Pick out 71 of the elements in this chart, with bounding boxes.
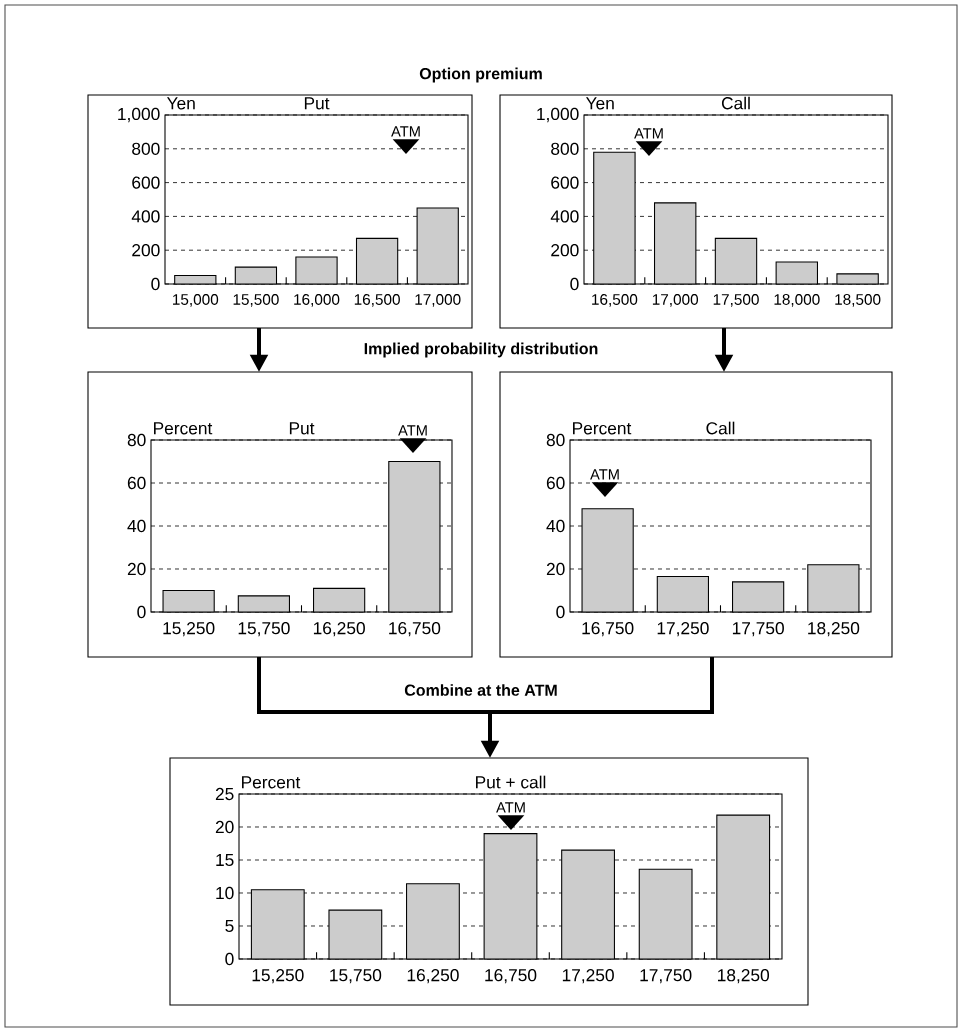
y-tick-label: 1,000 — [537, 107, 579, 123]
x-tick-label: 15,750 — [330, 969, 382, 984]
x-tick-label: 18,250 — [808, 622, 860, 637]
y-axis-title: Percent — [154, 422, 213, 435]
x-tick-label: 15,250 — [163, 622, 215, 637]
x-tick-label: 17,750 — [732, 622, 784, 637]
y-axis-title: Percent — [242, 776, 301, 789]
y-tick-label: 600 — [551, 176, 579, 189]
x-tick-label: 17,250 — [657, 622, 709, 637]
x-tick-label: 17,750 — [640, 969, 692, 984]
x-tick-label: 16,500 — [592, 294, 638, 307]
y-tick-label: 40 — [546, 519, 565, 533]
text: Implied probability distribution — [364, 342, 598, 358]
annotation: ATM — [634, 128, 663, 139]
y-tick-label: 10 — [216, 886, 234, 900]
y-tick-label: 20 — [546, 562, 565, 576]
annotation: ATM — [590, 469, 619, 480]
chart-title: Call — [721, 96, 750, 110]
y-tick-label: 20 — [127, 562, 146, 576]
x-tick-label: 18,250 — [718, 969, 770, 984]
x-tick-label: 17,000 — [652, 294, 699, 307]
chart-title: Call — [706, 421, 735, 435]
annotation: ATM — [496, 802, 525, 813]
x-tick-label: 16,500 — [354, 294, 400, 307]
y-tick-label: 15 — [216, 853, 234, 867]
y-tick-label: 20 — [215, 820, 234, 834]
y-axis-title: Yen — [585, 97, 614, 110]
x-tick-label: 15,750 — [238, 622, 290, 637]
x-tick-label: 16,250 — [407, 969, 459, 984]
x-tick-label: 17,250 — [562, 969, 614, 984]
y-tick-label: 0 — [556, 605, 565, 619]
chart-title: Put + call — [476, 775, 546, 789]
text: Combine at the ATM — [404, 684, 557, 696]
y-tick-label: 25 — [215, 787, 234, 801]
x-tick-label: 16,000 — [294, 294, 340, 307]
x-tick-label: 18,500 — [835, 294, 881, 307]
y-tick-label: 0 — [137, 605, 146, 619]
y-tick-label: 600 — [132, 176, 160, 189]
y-axis-title: Yen — [166, 97, 195, 110]
x-tick-label: 15,500 — [233, 294, 279, 307]
chart-title: Put — [289, 422, 315, 435]
x-tick-label: 16,750 — [485, 969, 537, 984]
y-tick-label: 0 — [570, 277, 579, 291]
x-tick-label: 18,000 — [774, 294, 820, 307]
y-tick-label: 60 — [546, 476, 565, 490]
y-tick-label: 800 — [551, 142, 579, 155]
y-tick-label: 80 — [546, 433, 565, 447]
x-tick-label: 16,250 — [313, 622, 365, 637]
y-tick-label: 0 — [151, 277, 160, 291]
y-tick-label: 60 — [127, 476, 146, 490]
x-tick-label: 15,250 — [252, 969, 304, 984]
y-tick-label: 1,000 — [118, 107, 160, 123]
y-tick-label: 200 — [551, 244, 579, 257]
x-tick-label: 16,750 — [389, 622, 441, 637]
x-tick-label: 17,000 — [415, 294, 461, 307]
y-tick-label: 200 — [132, 244, 160, 257]
y-tick-label: 400 — [131, 210, 160, 223]
y-tick-label: 0 — [225, 952, 234, 966]
y-tick-label: 40 — [127, 519, 146, 533]
y-axis-title: Percent — [573, 422, 632, 435]
chart-title: Put — [304, 97, 330, 110]
y-tick-label: 800 — [132, 142, 160, 155]
x-tick-label: 17,500 — [713, 294, 759, 307]
y-tick-label: 80 — [127, 433, 146, 447]
y-tick-label: 5 — [225, 919, 234, 933]
text: ATM — [398, 425, 427, 436]
annotation: ATM — [391, 126, 420, 137]
x-tick-label: 15,000 — [173, 294, 219, 307]
y-tick-label: 400 — [550, 210, 579, 223]
x-tick-label: 16,750 — [582, 622, 634, 637]
text: Option premium — [419, 67, 542, 83]
